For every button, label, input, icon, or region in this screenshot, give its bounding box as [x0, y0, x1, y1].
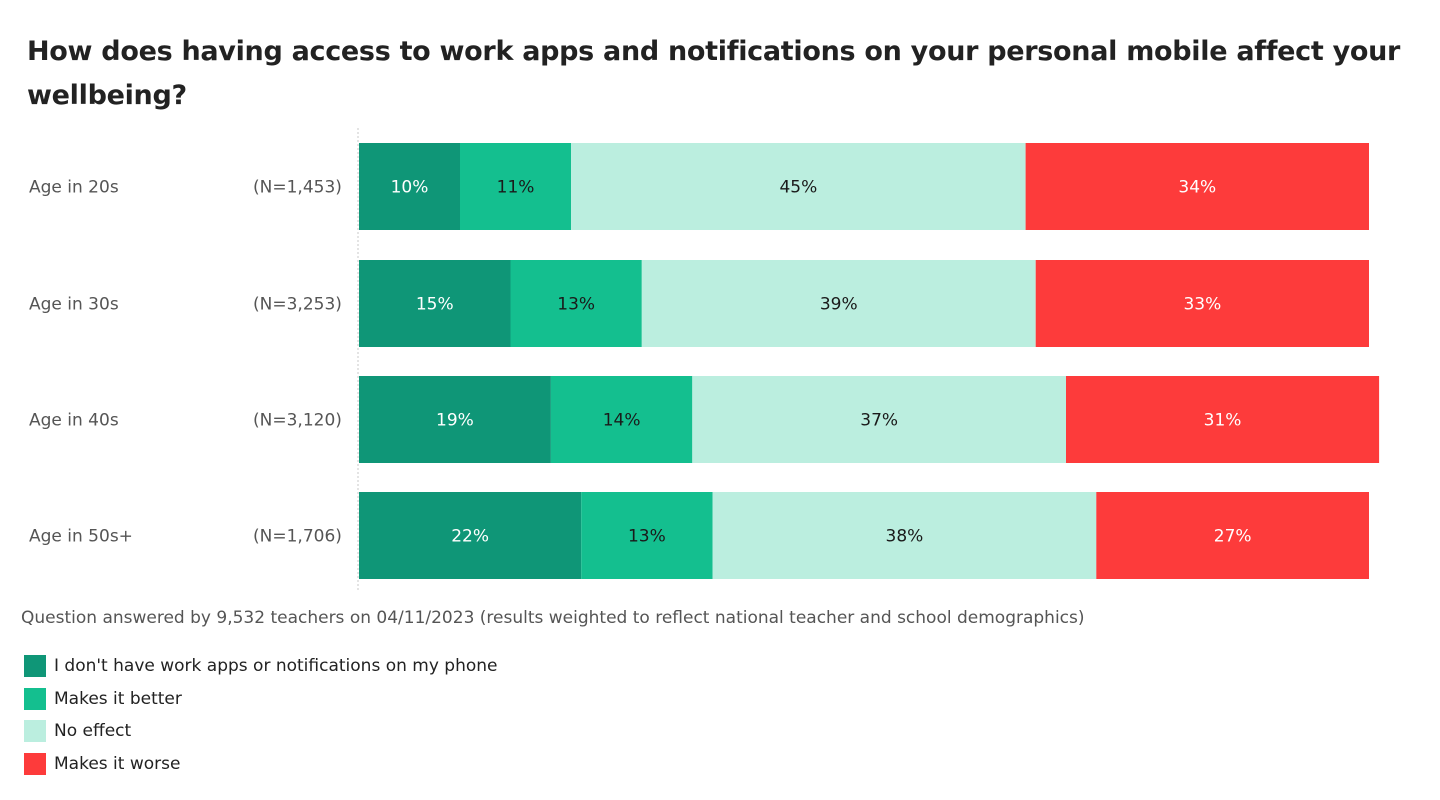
data-label: 37% [860, 411, 898, 431]
sample-size-label: (N=3,120) [253, 411, 342, 431]
footnote: Question answered by 9,532 teachers on 0… [21, 608, 1085, 628]
legend-swatch [24, 720, 46, 743]
chart-canvas: Age in 20s (N=1,453) 10% 11% 45% 34% Age in 30… [29, 128, 1380, 592]
stacked-bar-chart: Age in 20s (N=1,453) 10% 11% 45% 34% Age in 30… [29, 128, 1380, 592]
data-label: 38% [886, 527, 924, 547]
legend-label: I don't have work apps or notifications … [54, 656, 498, 677]
legend-swatch [24, 687, 46, 710]
sample-size-label: (N=1,453) [253, 178, 342, 198]
legend-label: Makes it worse [54, 753, 181, 774]
data-label: 11% [497, 178, 535, 198]
bar-segment [571, 143, 1026, 230]
legend-item: I don't have work apps or notifications … [24, 650, 498, 683]
bar-segment [510, 260, 642, 347]
data-label: 13% [628, 527, 666, 547]
data-label: 22% [451, 527, 489, 547]
legend: I don't have work apps or notifications … [24, 650, 498, 780]
bar-segment [692, 376, 1066, 463]
legend-swatch [24, 655, 46, 678]
data-label: 10% [391, 178, 429, 198]
bar-segment [641, 260, 1036, 347]
legend-label: Makes it better [54, 688, 182, 709]
legend-swatch [24, 752, 46, 775]
bar-segment [1066, 376, 1380, 463]
data-label: 15% [416, 295, 454, 315]
sample-size-label: (N=1,706) [253, 527, 342, 547]
category-label: Age in 20s [29, 178, 119, 198]
data-label: 27% [1214, 527, 1252, 547]
data-label: 19% [436, 411, 474, 431]
bar-segment [359, 143, 460, 230]
bar-segment [1096, 492, 1369, 579]
bar-segment [712, 492, 1097, 579]
data-label: 14% [603, 411, 641, 431]
bar-segment [460, 143, 572, 230]
data-label: 13% [557, 295, 595, 315]
sample-size-label: (N=3,253) [253, 295, 342, 315]
category-label: Age in 50s+ [29, 527, 133, 547]
bar-segment [359, 376, 551, 463]
bar-segment [1035, 260, 1369, 347]
bar-segment [1025, 143, 1369, 230]
legend-item: Makes it worse [24, 748, 498, 781]
bar-segment [581, 492, 713, 579]
chart-title: How does having access to work apps and … [27, 36, 1401, 111]
legend-label: No effect [54, 721, 132, 742]
category-label: Age in 40s [29, 411, 119, 431]
legend-item: No effect [24, 715, 498, 748]
bar-segment [359, 260, 511, 347]
data-label: 31% [1204, 411, 1242, 431]
data-label: 34% [1178, 178, 1216, 198]
bar-segment [550, 376, 693, 463]
data-label: 39% [820, 295, 858, 315]
category-label: Age in 30s [29, 295, 119, 315]
bar-segment [359, 492, 582, 579]
data-label: 45% [779, 178, 817, 198]
legend-item: Makes it better [24, 683, 498, 716]
data-label: 33% [1183, 295, 1221, 315]
